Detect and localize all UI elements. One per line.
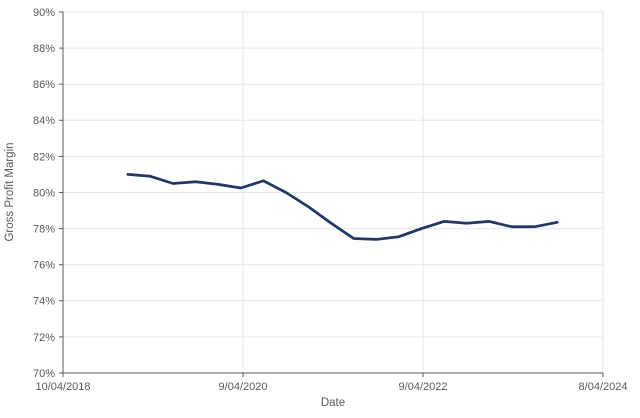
x-tick-label: 9/04/2020 xyxy=(219,381,268,393)
y-tick-label: 88% xyxy=(33,43,55,55)
y-tick-label: 72% xyxy=(33,332,55,344)
x-tick-label: 10/04/2018 xyxy=(35,381,90,393)
y-tick-label: 78% xyxy=(33,223,55,235)
y-tick-label: 70% xyxy=(33,368,55,380)
y-tick-label: 80% xyxy=(33,187,55,199)
y-axis-title: Gross Profit Margin xyxy=(4,142,16,242)
y-tick-label: 74% xyxy=(33,296,55,308)
x-tick-label: 8/04/2024 xyxy=(579,381,628,393)
y-tick-label: 82% xyxy=(33,151,55,163)
y-tick-label: 86% xyxy=(33,79,55,91)
x-axis-title: Date xyxy=(320,397,346,409)
y-tick-label: 90% xyxy=(33,7,55,19)
x-tick-label: 9/04/2022 xyxy=(399,381,448,393)
y-tick-label: 84% xyxy=(33,115,55,127)
gross-profit-margin-series-line xyxy=(126,173,559,241)
y-tick-label: 76% xyxy=(33,260,55,272)
